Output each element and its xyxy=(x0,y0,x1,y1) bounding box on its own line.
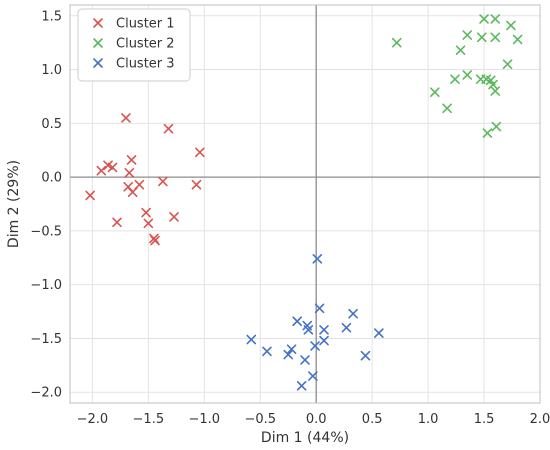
x-tick-label: −1.0 xyxy=(188,412,220,427)
data-point xyxy=(314,303,325,314)
data-point xyxy=(391,37,402,48)
y-tick-label: −0.5 xyxy=(30,224,62,239)
data-point xyxy=(141,207,151,218)
legend-marker xyxy=(93,58,103,68)
legend-box xyxy=(77,8,191,82)
y-tick-labels: −2.0 −1.5 −1.0 −0.5 0.0 0.5 1.0 1.5 xyxy=(30,9,62,400)
data-point xyxy=(303,325,314,335)
data-point xyxy=(286,344,297,355)
legend-marker xyxy=(93,18,103,28)
data-point xyxy=(195,147,205,158)
y-tick-label: 0.0 xyxy=(41,171,62,186)
data-point xyxy=(360,350,371,361)
data-point xyxy=(127,187,138,197)
data-point xyxy=(319,325,329,335)
x-tick-labels: −2.0 −1.5 −1.0 −0.5 0.0 0.5 1.0 1.5 2.0 xyxy=(77,412,550,427)
data-point xyxy=(310,341,320,351)
data-point xyxy=(348,308,358,319)
series-cluster-1 xyxy=(85,113,205,246)
x-tick-label: 1.5 xyxy=(474,412,495,427)
data-point xyxy=(430,87,440,97)
data-point xyxy=(450,74,460,85)
legend-label: Cluster 3 xyxy=(116,57,175,72)
zero-lines xyxy=(70,5,540,403)
data-point xyxy=(246,334,257,345)
data-point xyxy=(292,316,302,327)
data-point xyxy=(134,179,145,190)
y-axis-title: Dim 2 (29%) xyxy=(6,160,22,248)
data-point xyxy=(455,45,466,55)
series-cluster-3 xyxy=(246,254,384,391)
data-point xyxy=(262,346,272,357)
x-tick-label: −0.5 xyxy=(244,412,276,427)
data-point xyxy=(490,14,501,24)
data-point xyxy=(490,86,501,96)
data-point xyxy=(506,20,516,31)
data-point xyxy=(502,59,513,69)
data-point xyxy=(158,176,168,187)
data-point xyxy=(319,335,329,346)
data-point xyxy=(124,168,135,178)
data-point xyxy=(126,155,137,165)
data-point xyxy=(477,32,487,43)
data-point xyxy=(121,113,131,123)
data-point xyxy=(169,212,179,222)
data-point xyxy=(312,254,323,264)
x-tick-label: 0.0 xyxy=(306,412,327,427)
data-point xyxy=(143,218,154,229)
y-tick-label: 0.5 xyxy=(41,117,62,132)
y-tick-label: −1.0 xyxy=(30,278,62,293)
y-tick-label: −2.0 xyxy=(30,386,62,401)
data-point xyxy=(191,179,202,190)
data-point xyxy=(490,32,501,43)
legend-marker xyxy=(93,38,103,48)
data-point xyxy=(482,128,493,138)
data-point xyxy=(283,349,294,360)
series-cluster-2 xyxy=(391,14,523,138)
x-axis-title: Dim 1 (44%) xyxy=(261,430,349,446)
data-point xyxy=(341,322,352,333)
data-point xyxy=(485,75,496,86)
legend: Cluster 1 Cluster 2 Cluster 3 xyxy=(77,8,191,82)
data-point xyxy=(163,123,174,134)
data-point xyxy=(491,121,502,132)
data-point xyxy=(308,371,318,381)
data-point xyxy=(442,103,452,114)
data-point xyxy=(296,380,307,391)
plot-frame xyxy=(69,4,541,404)
x-tick-label: −2.0 xyxy=(77,412,109,427)
data-point xyxy=(103,160,113,171)
data-point xyxy=(462,70,473,80)
y-tick-label: 1.0 xyxy=(41,63,62,78)
y-tick-label: 1.5 xyxy=(41,9,62,24)
data-point xyxy=(112,217,122,228)
data-point xyxy=(512,34,523,45)
data-point xyxy=(462,30,473,40)
data-point xyxy=(96,165,107,176)
legend-label: Cluster 1 xyxy=(116,17,175,32)
data-point xyxy=(488,79,498,90)
data-points xyxy=(85,14,523,391)
data-point xyxy=(479,14,489,24)
data-point xyxy=(150,235,160,246)
y-tick-label: −1.5 xyxy=(30,332,62,347)
data-point xyxy=(300,355,310,365)
x-tick-label: 2.0 xyxy=(530,412,550,427)
data-point xyxy=(85,190,95,201)
x-tick-label: 1.0 xyxy=(418,412,439,427)
x-tick-label: 0.5 xyxy=(362,412,383,427)
data-point xyxy=(374,328,384,338)
x-tick-label: −1.5 xyxy=(133,412,165,427)
data-point xyxy=(107,162,118,173)
legend-label: Cluster 2 xyxy=(116,37,175,52)
